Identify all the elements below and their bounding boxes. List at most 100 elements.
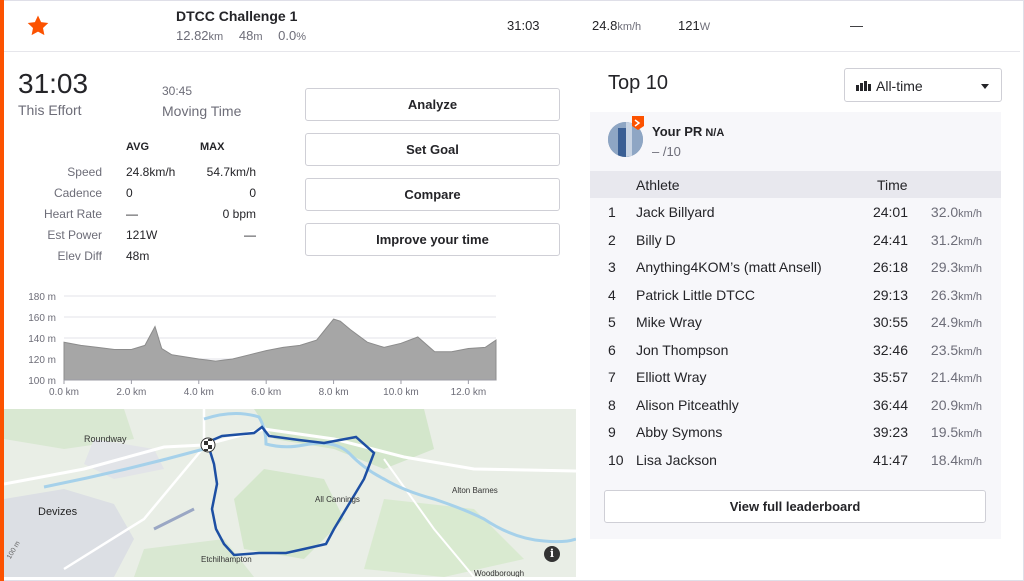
athlete-name[interactable]: Jack Billyard xyxy=(636,204,715,220)
segment-elevation: 48m xyxy=(238,28,263,43)
table-row[interactable]: 2 Billy D 24:41 31.2km/h xyxy=(590,226,1001,253)
leaderboard-bars-icon xyxy=(856,81,871,91)
table-row[interactable]: 7 Elliott Wray 35:57 21.4km/h xyxy=(590,363,1001,390)
athlete-name[interactable]: Patrick Little DTCC xyxy=(636,286,756,303)
table-row[interactable]: 3 Anything4KOM’s (matt Ansell) 26:18 29.3km… xyxy=(590,253,1001,280)
leaderboard-filter-dropdown[interactable]: All-time xyxy=(844,68,1002,102)
view-full-leaderboard-button[interactable]: View full leaderboard xyxy=(604,490,986,523)
header-speed: 24.8km/h xyxy=(592,18,642,33)
map-label-etchilhampton: Etchilhampton xyxy=(201,555,252,564)
leaderboard-filter-label: All-time xyxy=(876,78,923,94)
table-row[interactable]: 10 Lisa Jackson 41:47 18.4km/h xyxy=(590,446,1001,473)
effort-time[interactable]: 29:13 xyxy=(872,286,908,303)
athlete-name[interactable]: Lisa Jackson xyxy=(636,451,717,468)
set-goal-button[interactable]: Set Goal xyxy=(305,133,560,166)
elevation-chart[interactable]: 100 m 120 m 140 m 160 m 180 m 0.0 km 2.0 km 4.0… xyxy=(0,286,510,402)
star-icon[interactable] xyxy=(26,14,50,38)
effort-time[interactable]: 32:46 xyxy=(872,341,908,358)
x-tick-label: 4.0 km xyxy=(184,387,214,398)
rank: 6 xyxy=(608,341,616,358)
header-heart-rate: — xyxy=(850,18,863,33)
athlete-name[interactable]: Billy D xyxy=(636,231,676,248)
effort-time[interactable]: 35:57 xyxy=(872,369,908,385)
table-row[interactable]: 9 Abby Symons 39:23 19.5km/h xyxy=(590,418,1001,445)
rank: 9 xyxy=(608,424,616,440)
athlete-name[interactable]: Anything4KOM’s (matt Ansell) xyxy=(636,259,822,275)
rank: 7 xyxy=(608,369,616,385)
x-tick-label: 2.0 km xyxy=(116,387,146,398)
effort-speed: 18.4km/h xyxy=(930,451,982,468)
route-map[interactable]: Roundway Devizes All Cannings Alton Barn… xyxy=(4,409,576,577)
leaderboard-title: Top 10 xyxy=(608,72,669,94)
effort-time[interactable]: 24:01 xyxy=(872,204,908,220)
y-tick-label: 140 m xyxy=(28,334,56,345)
segment-stats: 12.82km 48m 0.0% xyxy=(176,28,318,43)
compare-button[interactable]: Compare xyxy=(305,178,560,211)
effort-time-label: This Effort xyxy=(18,102,82,118)
effort-time: 31:03 xyxy=(18,68,89,99)
x-tick-label: 8.0 km xyxy=(319,387,349,398)
rank: 5 xyxy=(608,314,616,330)
effort-time[interactable]: 24:41 xyxy=(872,231,908,248)
x-tick-label: 0.0 km xyxy=(49,387,79,398)
table-row[interactable]: 6 Jon Thompson 32:46 23.5km/h xyxy=(590,336,1001,363)
segment-distance: 12.82km xyxy=(176,28,224,43)
table-row[interactable]: 5 Mike Wray 30:55 24.9km/h xyxy=(590,308,1001,335)
x-tick-label: 6.0 km xyxy=(251,387,281,398)
elevation-area[interactable] xyxy=(63,318,497,381)
table-row[interactable]: 8 Alison Pitceathly 36:44 20.9km/h xyxy=(590,391,1001,418)
rank: 1 xyxy=(608,204,616,220)
analyze-button[interactable]: Analyze xyxy=(305,88,560,121)
athlete-name[interactable]: Abby Symons xyxy=(636,424,723,440)
rank: 8 xyxy=(608,396,616,413)
segment-grade: 0.0% xyxy=(278,28,306,43)
max-header: MAX xyxy=(200,141,225,153)
rank: 2 xyxy=(608,231,616,248)
improve-time-button[interactable]: Improve your time xyxy=(305,223,560,256)
segment-header: DTCC Challenge 1 12.82km 48m 0.0% 31:03 … xyxy=(4,0,1020,52)
effort-speed: 23.5km/h xyxy=(930,341,982,358)
effort-time[interactable]: 26:18 xyxy=(872,259,908,275)
map-label-roundway: Roundway xyxy=(84,434,127,444)
header-power: 121W xyxy=(678,18,711,33)
map-canvas xyxy=(4,409,576,577)
effort-speed: 31.2km/h xyxy=(930,231,982,248)
rank: 3 xyxy=(608,259,616,275)
y-tick-label: 100 m xyxy=(28,376,56,387)
header-time: 31:03 xyxy=(507,18,540,33)
effort-speed: 32.0km/h xyxy=(930,204,982,220)
x-tick-label: 12.0 km xyxy=(451,387,487,398)
info-icon[interactable]: i xyxy=(544,546,560,562)
effort-speed: 19.5km/h xyxy=(930,424,982,440)
table-row[interactable]: 4 Patrick Little DTCC 29:13 26.3km/h xyxy=(590,281,1001,308)
column-time[interactable]: Time xyxy=(877,177,908,193)
leaderboard-header: Athlete Time xyxy=(590,171,1001,198)
effort-time[interactable]: 41:47 xyxy=(872,451,908,468)
y-tick-label: 180 m xyxy=(28,292,56,303)
effort-speed: 20.9km/h xyxy=(930,396,982,413)
rank: 10 xyxy=(608,451,624,468)
effort-time[interactable]: 39:23 xyxy=(872,424,908,440)
column-athlete[interactable]: Athlete xyxy=(636,177,680,193)
athlete-name[interactable]: Alison Pitceathly xyxy=(636,396,739,413)
athlete-name[interactable]: Jon Thompson xyxy=(636,341,729,358)
x-tick-label: 10.0 km xyxy=(383,387,419,398)
y-tick-label: 120 m xyxy=(28,355,56,366)
your-pr-rank: – /10 xyxy=(652,144,681,159)
effort-time[interactable]: 30:55 xyxy=(872,314,908,330)
moving-time: 30:45 xyxy=(162,84,193,98)
effort-speed: 21.4km/h xyxy=(930,369,982,385)
effort-time[interactable]: 36:44 xyxy=(872,396,908,413)
avg-header: AVG xyxy=(126,141,150,153)
accent-bar xyxy=(0,0,4,581)
pr-badge-icon xyxy=(632,116,644,130)
your-pr: Your PR N/A xyxy=(652,124,725,139)
athlete-name[interactable]: Elliott Wray xyxy=(636,369,707,385)
map-label-woodborough: Woodborough xyxy=(474,569,525,577)
effort-speed: 24.9km/h xyxy=(930,314,982,330)
leaderboard: Your PR N/A – /10 Athlete Time 1 Jack Bill… xyxy=(590,112,1001,539)
athlete-name[interactable]: Mike Wray xyxy=(636,314,702,330)
moving-time-label: Moving Time xyxy=(162,103,242,119)
table-row[interactable]: 1 Jack Billyard 24:01 32.0km/h xyxy=(590,198,1001,225)
segment-name[interactable]: DTCC Challenge 1 xyxy=(176,8,298,24)
